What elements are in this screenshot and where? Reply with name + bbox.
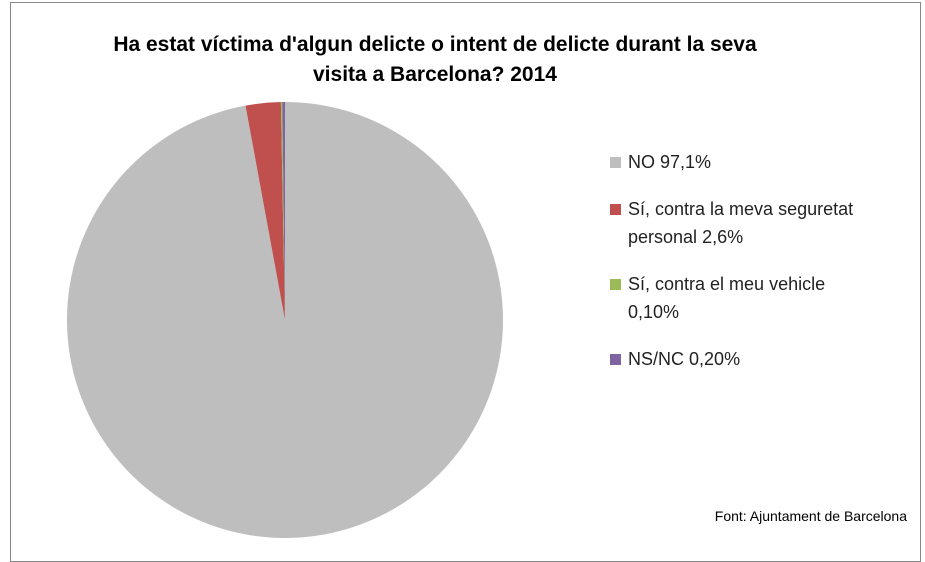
chart-title: Ha estat víctima d'algun delicte o inten… <box>113 33 757 86</box>
legend-swatch <box>610 157 621 168</box>
pie-slice <box>282 102 285 320</box>
legend-value: 0,10% <box>628 302 680 322</box>
source-note: Font: Ajuntament de Barcelona <box>714 508 907 524</box>
legend-label: Sí, contra la meva seguretat personal <box>628 199 854 247</box>
legend: NO 97,1% Sí, contra la meva seguretat per… <box>610 148 880 392</box>
legend-entry: NS/NC 0,20% <box>610 345 880 373</box>
legend-label: NO <box>628 152 655 172</box>
legend-value: 2,6% <box>702 227 744 247</box>
legend-entry: Sí, contra la meva seguretat personal 2,… <box>610 195 880 251</box>
page: Ha estat víctima d'algun delicte o inten… <box>10 2 921 562</box>
legend-entry: NO 97,1% <box>610 148 880 176</box>
legend-label: NS/NC <box>628 349 685 369</box>
pie-slice <box>67 102 504 538</box>
pie-slice <box>245 102 285 320</box>
legend-swatch <box>610 354 621 365</box>
pie-slice <box>280 102 285 320</box>
legend-value: 0,20% <box>689 349 741 369</box>
legend-swatch <box>610 204 621 215</box>
legend-value: 97,1% <box>660 152 712 172</box>
legend-swatch <box>610 279 621 290</box>
legend-label: Sí, contra el meu vehicle <box>628 274 826 294</box>
chart <box>67 102 504 538</box>
legend-entry: Sí, contra el meu vehicle 0,10% <box>610 270 880 326</box>
